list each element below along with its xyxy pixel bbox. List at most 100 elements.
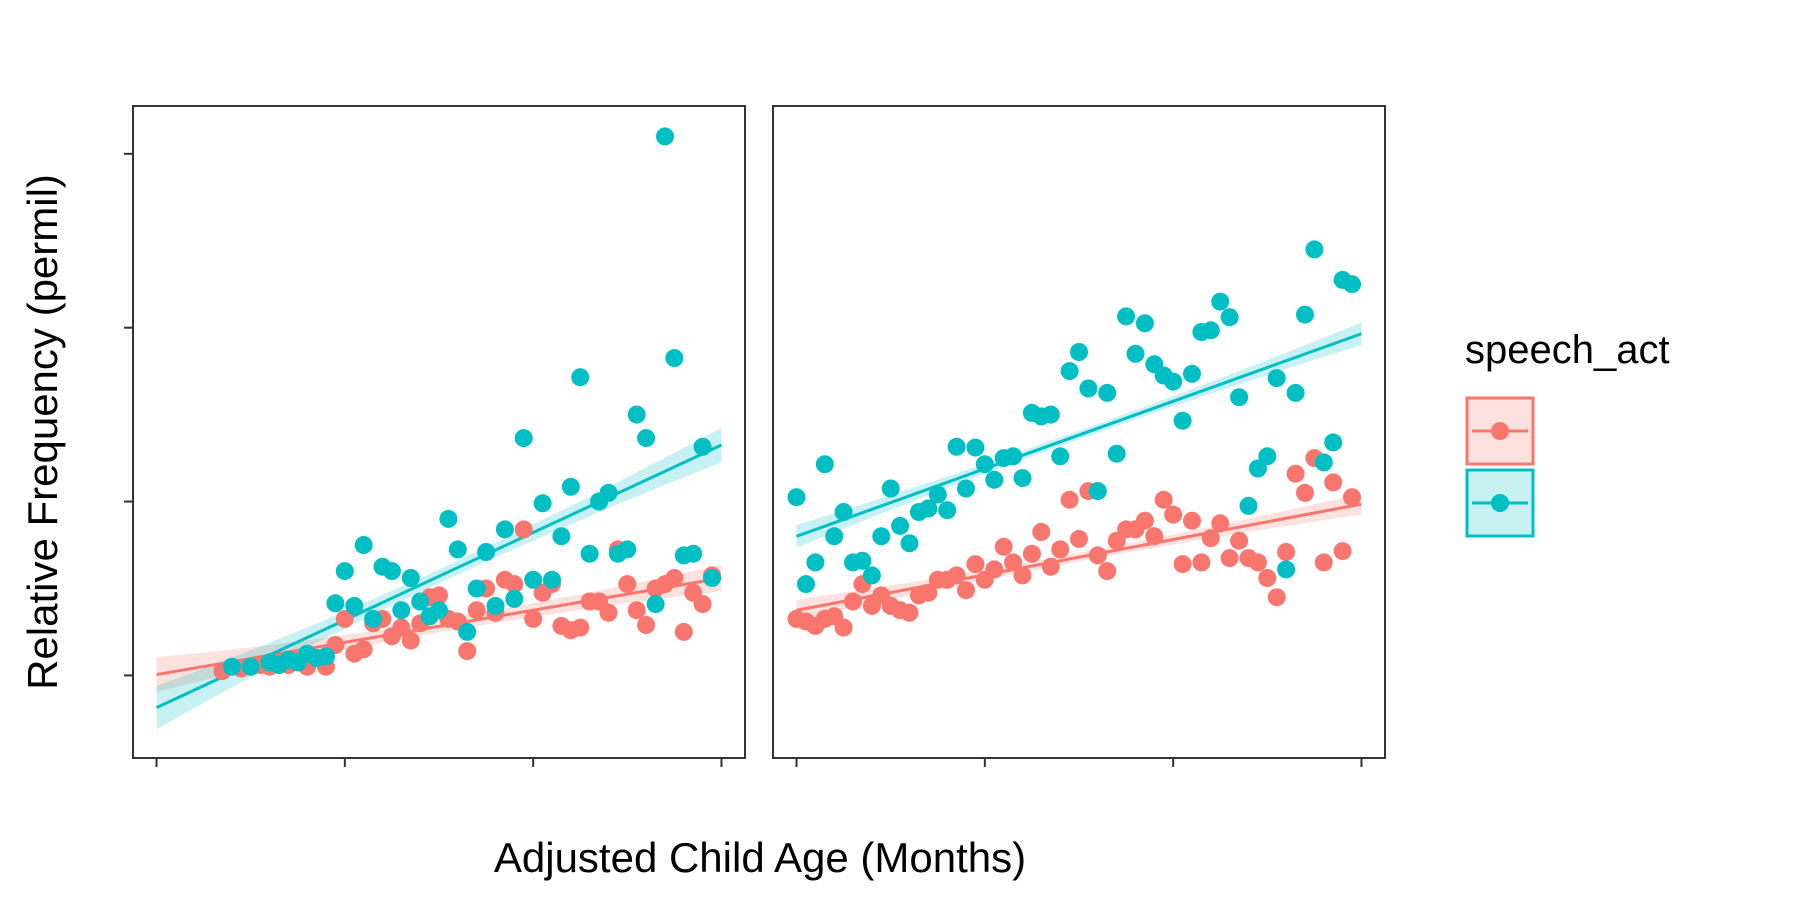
data-point-question [411, 592, 430, 611]
data-point-question [543, 570, 561, 589]
data-point-declarative [1192, 553, 1211, 572]
data-point-question [1079, 379, 1098, 398]
data-point-question [834, 503, 853, 521]
data-point-question [317, 647, 335, 666]
data-point-question [1296, 305, 1314, 324]
data-point-declarative [514, 520, 533, 539]
data-point-question [1201, 321, 1220, 340]
data-point-declarative [947, 566, 966, 585]
data-point-question [514, 429, 533, 448]
data-point-declarative [1013, 566, 1032, 585]
data-point-question [1343, 275, 1361, 294]
data-point-question [580, 544, 599, 563]
data-point-question [703, 569, 721, 587]
data-point-question [1135, 314, 1154, 333]
data-point-declarative [1211, 514, 1230, 533]
panel-plot-area [787, 240, 1362, 637]
data-point-question [345, 596, 364, 615]
panels-layer [124, 105, 1386, 767]
data-point-question [335, 562, 354, 581]
data-point-question [684, 544, 703, 563]
legend-item-question [1465, 468, 1535, 538]
data-point-declarative [674, 622, 693, 641]
data-point-question [448, 540, 467, 559]
data-point-question [354, 536, 373, 554]
data-point-question [1117, 307, 1136, 326]
data-point-question [1239, 496, 1258, 515]
data-point-declarative [1051, 540, 1070, 559]
data-point-question [1267, 369, 1286, 388]
confidence-band-question [156, 427, 722, 730]
data-point-question [637, 429, 656, 448]
data-point-question [533, 494, 552, 513]
data-point-question [985, 470, 1004, 489]
data-point-question [477, 543, 496, 561]
data-point-question [1070, 343, 1088, 361]
data-point-declarative [627, 601, 646, 620]
legend-item-declarative [1465, 396, 1535, 466]
data-point-declarative [1343, 488, 1361, 507]
data-point-question [1098, 383, 1117, 402]
data-point-question [599, 483, 618, 502]
data-point-declarative [1004, 553, 1023, 572]
data-point-question [430, 601, 448, 620]
data-point-declarative [1248, 553, 1267, 572]
data-point-question [505, 589, 524, 608]
data-point-question [1088, 482, 1107, 501]
data-point-question [815, 455, 834, 474]
data-point-question [486, 596, 505, 615]
legend-items [1465, 396, 1535, 538]
data-point-declarative [1230, 531, 1249, 550]
y-axis-title: Relative Frequency (permil) [19, 174, 66, 690]
data-point-question [646, 595, 665, 614]
data-point-question [326, 594, 345, 613]
data-point-question [975, 455, 994, 474]
data-point-declarative [1333, 542, 1352, 561]
data-point-question [1060, 362, 1079, 381]
data-point-declarative [665, 569, 684, 587]
data-point-declarative [900, 603, 919, 622]
data-point-question [467, 579, 486, 598]
x-axis-title: Adjusted Child Age (Months) [494, 834, 1026, 881]
data-point-declarative [505, 575, 524, 594]
data-point-declarative [844, 592, 862, 611]
data-point-declarative [430, 586, 448, 605]
data-point-question [524, 570, 543, 589]
data-point-question [1305, 240, 1324, 259]
data-point-question [787, 488, 806, 507]
data-point-question [552, 527, 571, 546]
data-point-declarative [1145, 527, 1164, 546]
data-point-question [627, 405, 646, 424]
data-point-declarative [1032, 523, 1051, 541]
data-point-declarative [693, 595, 712, 614]
data-point-question [364, 609, 383, 628]
data-point-question [853, 551, 872, 570]
data-point-declarative [1183, 511, 1201, 530]
panel-border [132, 105, 746, 759]
data-point-declarative [957, 581, 975, 600]
data-point-question [392, 601, 411, 620]
data-point-question [881, 479, 900, 498]
data-point-declarative [919, 583, 938, 602]
data-point-question [1230, 388, 1249, 407]
data-point-question [665, 349, 684, 368]
data-point-question [1107, 444, 1126, 463]
data-point-question [1220, 308, 1239, 327]
data-point-declarative [834, 618, 853, 637]
data-point-question [947, 437, 966, 456]
data-point-question [439, 509, 458, 528]
data-point-question [1126, 344, 1145, 363]
data-point-question [806, 553, 825, 572]
legend: speech_act [1465, 328, 1670, 538]
data-point-question [891, 516, 910, 535]
data-point-question [1173, 411, 1192, 430]
data-point-question [222, 657, 241, 676]
data-point-declarative [1070, 529, 1088, 548]
legend-title: speech_act [1465, 328, 1670, 372]
data-point-question [1314, 453, 1333, 472]
data-point-question [1183, 364, 1201, 383]
data-point-declarative [599, 603, 618, 622]
data-point-declarative [401, 631, 420, 650]
data-point-declarative [1314, 553, 1333, 572]
data-point-question [1248, 459, 1267, 478]
